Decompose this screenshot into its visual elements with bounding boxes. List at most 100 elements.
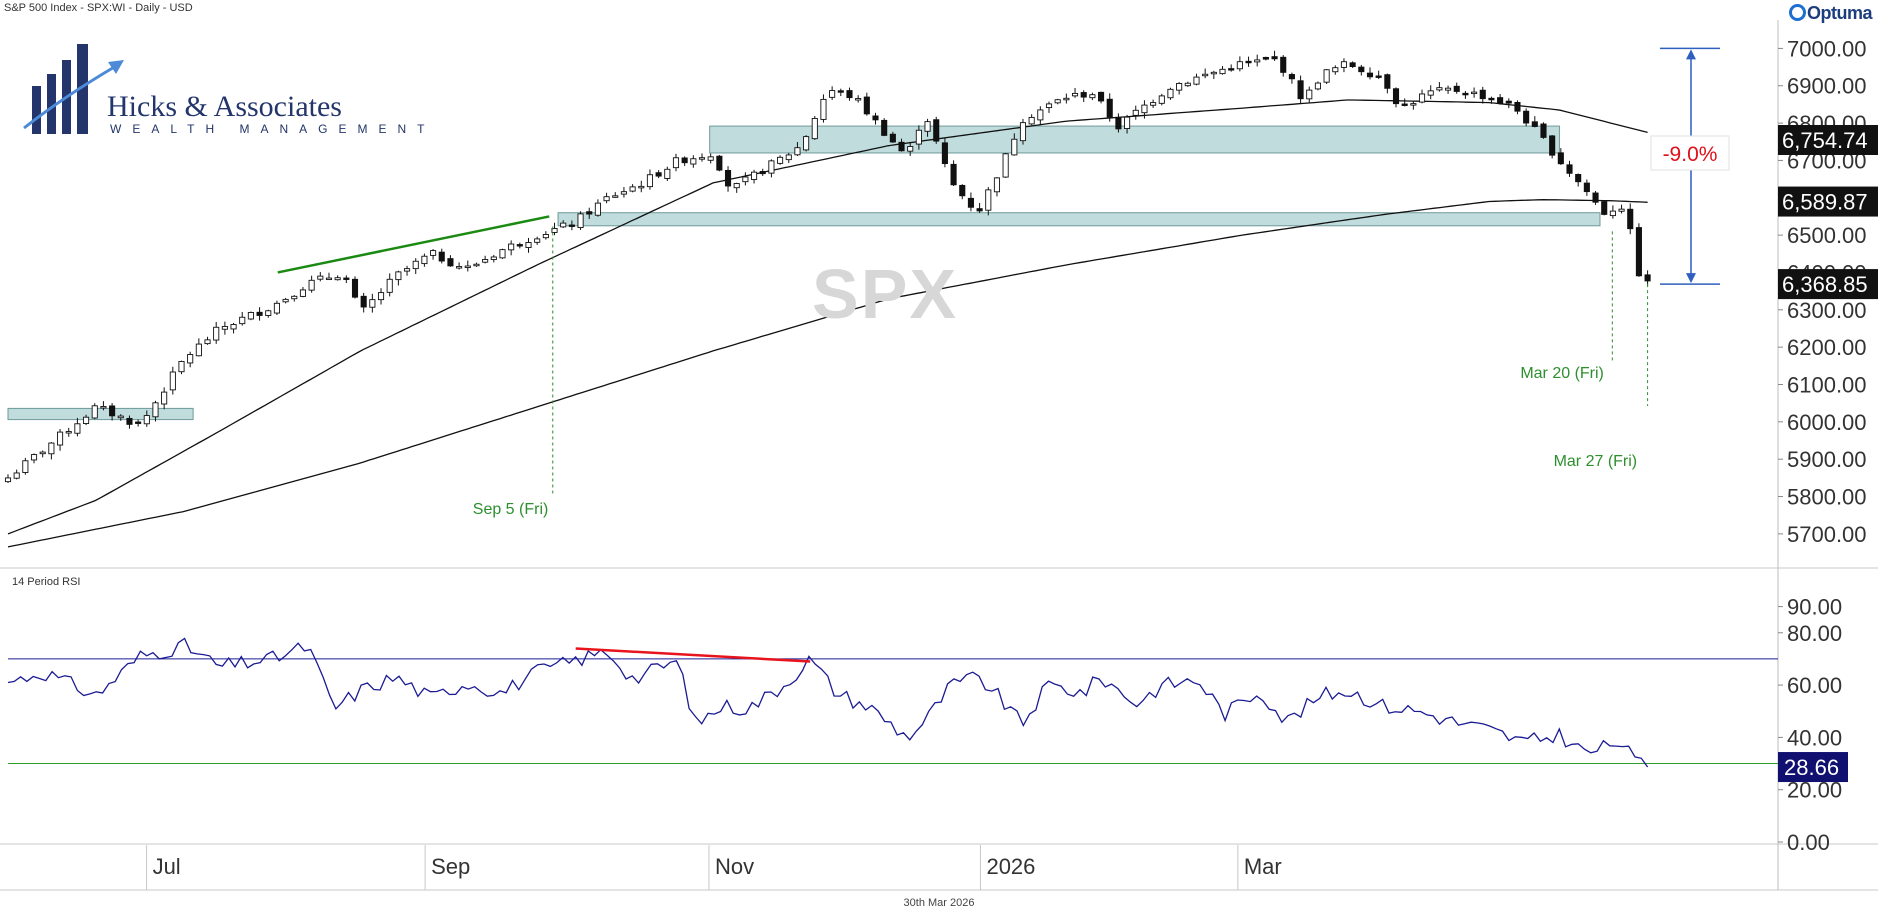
- candle-up: [239, 316, 246, 325]
- price-tick-label: 6100.00: [1787, 372, 1867, 397]
- candle-down: [863, 96, 870, 115]
- candle-up: [308, 279, 315, 291]
- candle-up: [690, 158, 697, 165]
- candle-up: [1323, 69, 1330, 83]
- rsi-line: [7, 637, 1649, 768]
- candle-down: [438, 251, 445, 262]
- candle-down: [1592, 192, 1599, 203]
- candle-up: [1037, 109, 1044, 121]
- candle-down: [1375, 75, 1382, 78]
- candle-up: [412, 260, 419, 270]
- candle-down: [1401, 103, 1408, 106]
- candle-up: [664, 168, 671, 179]
- event-marker-label: Mar 27 (Fri): [1554, 453, 1638, 470]
- chart-watermark: SPX: [812, 255, 959, 333]
- candle-down: [950, 163, 957, 186]
- candle-up: [1410, 103, 1417, 106]
- candle-up: [534, 238, 541, 243]
- candle-up: [1132, 109, 1139, 116]
- drawdown-arrow-head-down: [1686, 273, 1696, 284]
- chart-header-title: S&P 500 Index - SPX:WI - Daily - USD: [4, 2, 193, 14]
- price-label: 6,368.85: [1782, 272, 1868, 297]
- candle-up: [1176, 82, 1183, 91]
- candle-up: [369, 299, 376, 308]
- price-label-box: [1778, 269, 1878, 300]
- candle-up: [1193, 76, 1200, 85]
- price-tick-label: 6500.00: [1787, 223, 1867, 248]
- candle-up: [924, 121, 931, 132]
- candle-down: [959, 184, 966, 197]
- candle-up: [317, 275, 324, 280]
- candle-up: [187, 354, 194, 364]
- candle-down: [1549, 135, 1556, 156]
- candle-up: [1254, 59, 1261, 63]
- candle-up: [829, 90, 836, 98]
- logo-company-subtitle: WEALTH MANAGEMENT: [110, 122, 436, 136]
- candle-up: [811, 117, 818, 140]
- candle-up: [273, 302, 280, 314]
- candle-up: [325, 277, 333, 281]
- candle-up: [560, 222, 567, 228]
- candle-down: [898, 141, 905, 152]
- candle-up: [1089, 94, 1096, 99]
- candle-up: [1210, 71, 1217, 75]
- candle-up: [1609, 210, 1616, 217]
- uptrend-line: [277, 215, 550, 274]
- candle-up: [395, 271, 402, 281]
- candle-up: [915, 129, 922, 145]
- candle-down: [716, 155, 723, 171]
- annotations: Sep 5 (Fri) Mar 20 (Fri) Mar 27 (Fri) -9.0%: [277, 47, 1730, 518]
- candle-up: [577, 213, 584, 229]
- candle-up: [91, 405, 98, 419]
- candle-down: [1098, 91, 1105, 102]
- candle-up: [525, 242, 532, 248]
- candle-up: [1236, 61, 1243, 70]
- candle-down: [872, 115, 879, 121]
- candle-up: [386, 278, 393, 293]
- drawdown-arrow-head-up: [1686, 49, 1696, 60]
- candle-down: [837, 90, 844, 93]
- candle-down: [516, 244, 523, 247]
- price-candles: [4, 50, 1651, 484]
- candle-down: [941, 142, 948, 165]
- candle-up: [1306, 89, 1313, 100]
- candle-up: [100, 406, 107, 409]
- x-axis-label: 2026: [986, 854, 1035, 879]
- candle-up: [1071, 92, 1079, 97]
- candle-up: [1167, 88, 1174, 99]
- candle-up: [1124, 116, 1131, 129]
- candle-up: [230, 324, 237, 330]
- candle-up: [490, 256, 497, 261]
- support-zone: [7, 407, 194, 421]
- candle-up: [464, 265, 471, 269]
- candle-down: [1453, 85, 1460, 92]
- drawdown-label: -9.0%: [1663, 143, 1718, 166]
- candle-up: [1150, 102, 1157, 106]
- price-label-box: [1778, 186, 1878, 217]
- candle-down: [1531, 121, 1538, 127]
- rsi-tick-label: 90.00: [1787, 595, 1842, 620]
- x-axis-label: Nov: [715, 854, 754, 879]
- candle-up: [1045, 103, 1053, 109]
- candle-up: [1063, 97, 1070, 101]
- price-tick-label: 6200.00: [1787, 335, 1867, 360]
- candle-up: [1314, 82, 1321, 90]
- moving-average-2: [7, 199, 1648, 548]
- price-tick-label: 6000.00: [1787, 410, 1867, 435]
- x-axis-label: Jul: [153, 854, 181, 879]
- candle-up: [508, 243, 515, 251]
- candle-down: [1583, 182, 1590, 193]
- candle-up: [794, 147, 801, 156]
- candle-down: [1497, 97, 1504, 104]
- candle-up: [777, 156, 784, 164]
- candle-up: [1011, 138, 1018, 156]
- candle-up: [143, 415, 150, 425]
- candle-up: [74, 423, 81, 434]
- rsi-tick-label: 60.00: [1787, 673, 1842, 698]
- candle-up: [733, 183, 740, 189]
- candle-up: [13, 472, 20, 479]
- candle-up: [83, 416, 90, 424]
- candle-up: [1436, 87, 1443, 91]
- candle-down: [1479, 89, 1486, 100]
- optuma-brand-text: Optuma: [1806, 3, 1873, 23]
